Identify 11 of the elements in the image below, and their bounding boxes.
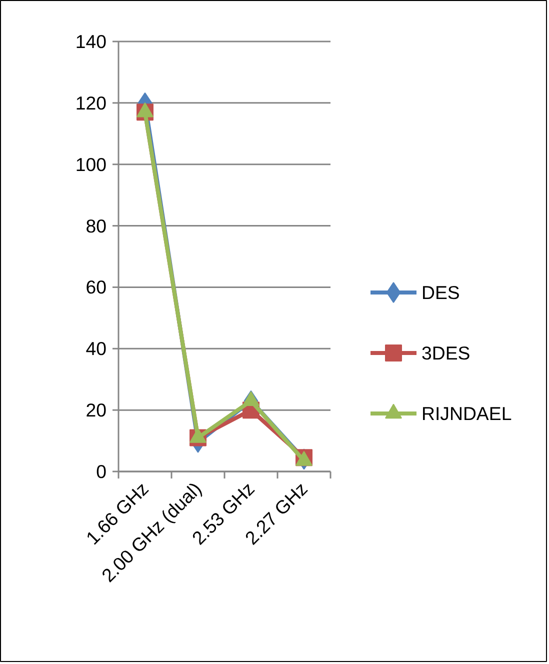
legend-label: DES xyxy=(422,282,460,303)
y-tick-label: 100 xyxy=(75,154,107,175)
y-tick-label: 60 xyxy=(86,276,107,298)
legend-label: 3DES xyxy=(422,342,470,364)
y-tick-label: 140 xyxy=(75,31,107,52)
y-tick-label: 0 xyxy=(96,461,107,482)
y-tick-label: 80 xyxy=(86,215,107,236)
y-tick-label: 20 xyxy=(86,400,107,421)
y-tick-label: 120 xyxy=(75,92,107,114)
y-tick-label: 40 xyxy=(86,338,107,360)
legend-label: RIJNDAEL xyxy=(422,403,512,424)
